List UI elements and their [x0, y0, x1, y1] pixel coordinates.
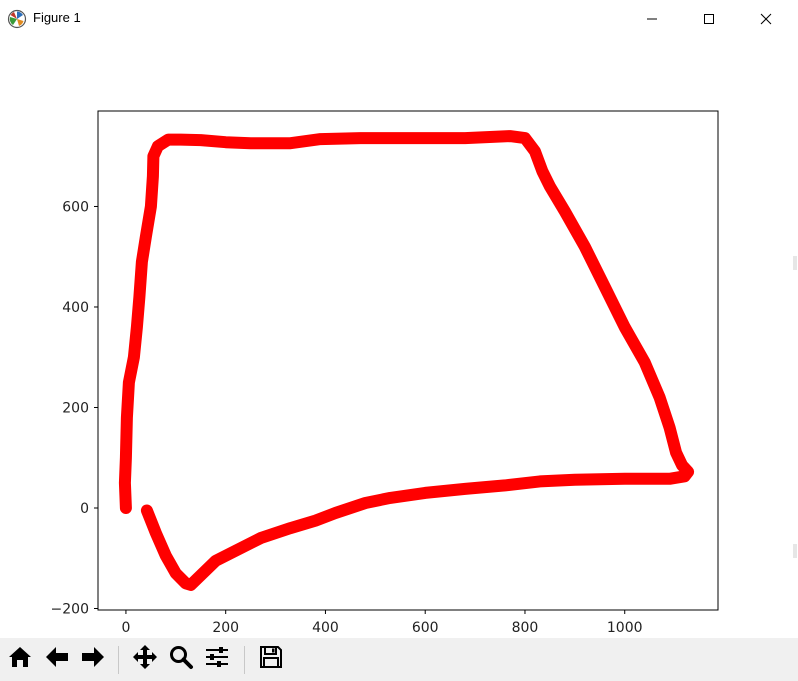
matplotlib-logo-icon — [7, 9, 27, 29]
edge-mark — [793, 256, 797, 270]
y-tick-label: 600 — [62, 199, 89, 215]
forward-arrow-icon — [80, 644, 106, 674]
maximize-button[interactable] — [686, 0, 732, 38]
x-tick-label: 200 — [212, 620, 239, 636]
zoom-button[interactable] — [166, 644, 196, 674]
maximize-icon — [703, 13, 715, 25]
save-disk-icon — [258, 644, 284, 674]
pan-button[interactable] — [130, 644, 160, 674]
plot-marks — [118, 130, 695, 591]
minimize-icon — [646, 13, 658, 25]
zoom-magnifier-icon — [168, 644, 194, 674]
toolbar-separator — [244, 646, 245, 674]
edge-mark — [793, 544, 797, 558]
series-line — [118, 130, 695, 591]
back-arrow-icon — [44, 644, 70, 674]
configure-subplots-icon — [204, 644, 230, 674]
x-tick-label: 800 — [512, 620, 539, 636]
save-button[interactable] — [256, 644, 286, 674]
y-tick-label: 200 — [62, 400, 89, 416]
minimize-button[interactable] — [629, 0, 675, 38]
axes-frame — [97, 110, 719, 611]
y-axis: −200 0 200 400 600 — [51, 199, 98, 617]
toolbar-separator — [118, 646, 119, 674]
home-button[interactable] — [5, 644, 35, 674]
home-icon — [7, 644, 33, 674]
configure-subplots-button[interactable] — [202, 644, 232, 674]
close-button[interactable] — [743, 0, 789, 38]
x-axis: 0 200 400 600 800 1000 — [121, 610, 643, 636]
pan-move-icon — [132, 644, 158, 674]
y-tick-label: 400 — [62, 300, 89, 316]
y-tick-label: 0 — [80, 501, 89, 517]
x-tick-label: 600 — [412, 620, 439, 636]
x-tick-label: 0 — [121, 620, 130, 636]
y-tick-label: −200 — [51, 601, 89, 617]
close-icon — [760, 13, 772, 25]
figure-canvas[interactable]: 0 200 400 600 800 1000 −200 0 200 400 600 — [0, 38, 798, 638]
title-bar: Figure 1 — [0, 0, 798, 38]
back-button[interactable] — [42, 644, 72, 674]
x-tick-label: 1000 — [607, 620, 643, 636]
forward-button[interactable] — [78, 644, 108, 674]
x-tick-label: 400 — [312, 620, 339, 636]
navigation-toolbar — [0, 638, 798, 681]
window-title: Figure 1 — [33, 10, 81, 25]
